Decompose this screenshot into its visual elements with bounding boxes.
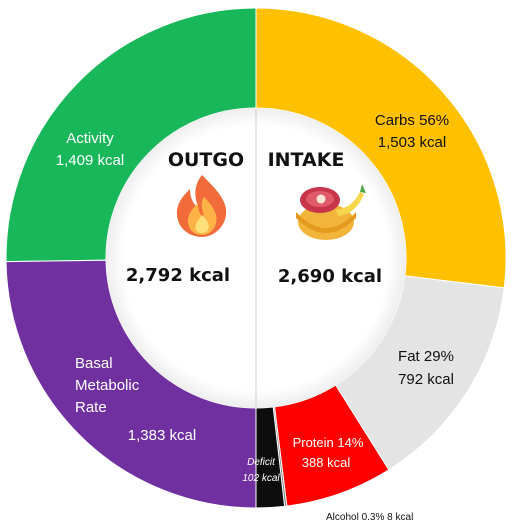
alcohol-percent: 0.3% bbox=[362, 512, 385, 523]
activity-value: 1,409 kcal bbox=[56, 152, 124, 169]
fat-percent: 29% bbox=[424, 348, 454, 365]
protein-value: 388 kcal bbox=[302, 455, 351, 470]
fat-value: 792 kcal bbox=[398, 371, 454, 388]
bmr-value: 1,383 kcal bbox=[128, 427, 196, 444]
flame-icon bbox=[176, 175, 227, 237]
intake-header: INTAKE bbox=[268, 149, 345, 171]
activity-label: Activity bbox=[66, 130, 114, 147]
protein-name: Protein bbox=[293, 435, 334, 450]
outgo-header: OUTGO bbox=[168, 149, 244, 171]
bmr-label-line-2: Metabolic bbox=[75, 377, 140, 394]
protein-label: Protein 14% bbox=[293, 435, 364, 450]
fat-name: Fat bbox=[398, 348, 421, 365]
carbs-name: Carbs bbox=[375, 112, 415, 129]
deficit-value: 102 kcal bbox=[242, 473, 280, 484]
carbs-label: Carbs 56% bbox=[375, 112, 449, 129]
alcohol-value: 8 kcal bbox=[387, 512, 413, 523]
food-bowl-icon bbox=[296, 184, 366, 240]
outgo-total: 2,792 kcal bbox=[126, 265, 230, 286]
protein-percent: 14% bbox=[337, 435, 363, 450]
bmr-label-line-1: Basal bbox=[75, 355, 113, 372]
carbs-percent: 56% bbox=[419, 112, 449, 129]
alcohol-label: Alcohol 0.3% 8 kcal bbox=[326, 512, 413, 523]
carbs-value: 1,503 kcal bbox=[378, 134, 446, 151]
intake-total: 2,690 kcal bbox=[278, 266, 382, 287]
bmr-label-line-3: Rate bbox=[75, 399, 107, 416]
fat-label: Fat 29% bbox=[398, 348, 454, 365]
deficit-label: Deficit bbox=[247, 457, 276, 468]
alcohol-name: Alcohol bbox=[326, 512, 359, 523]
